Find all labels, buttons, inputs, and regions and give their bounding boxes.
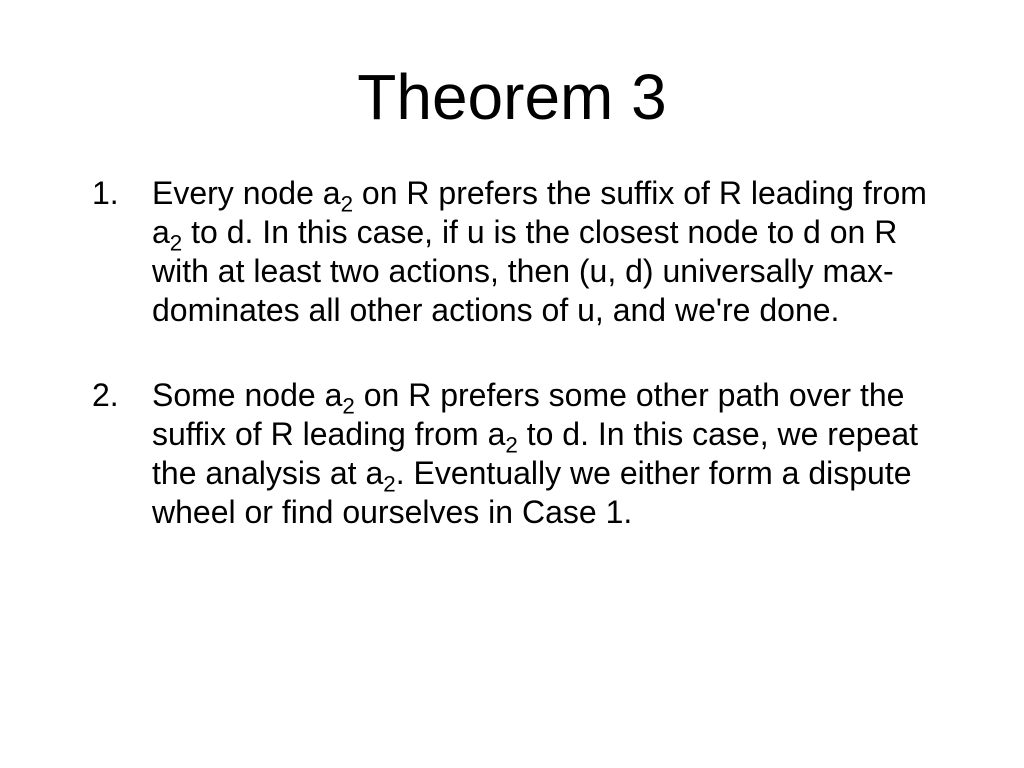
- list-item: Every node a2 on R prefers the suffix of…: [152, 174, 934, 330]
- subscript: 2: [170, 230, 182, 255]
- slide: Theorem 3 Every node a2 on R prefers the…: [0, 0, 1024, 768]
- subscript: 2: [383, 472, 395, 497]
- subscript: 2: [505, 433, 517, 458]
- numbered-list: Every node a2 on R prefers the suffix of…: [90, 174, 934, 532]
- slide-title: Theorem 3: [90, 60, 934, 134]
- subscript: 2: [342, 394, 354, 419]
- subscript: 2: [341, 191, 353, 216]
- list-item: Some node a2 on R prefers some other pat…: [152, 376, 934, 532]
